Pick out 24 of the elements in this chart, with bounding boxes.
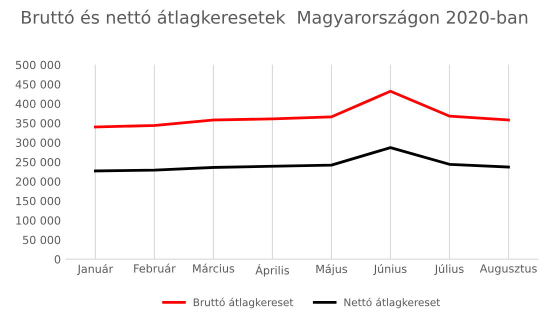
y-tick-label: 450 000 (16, 80, 60, 89)
y-tick-label: 400 000 (16, 100, 60, 108)
y-tick-label: 150 000 (16, 196, 60, 206)
x-tick-label: Január (77, 264, 114, 276)
y-tick-label: 350 000 (16, 119, 60, 128)
line-series (94, 90, 510, 128)
x-tick-label: Július (434, 264, 464, 276)
legend-label: Bruttó átlagkereset (194, 298, 294, 308)
x-tick-label: Február (134, 264, 176, 273)
chart-title: Bruttó és nettó átlagkeresetek Magyarországon 2020-ban (22, 10, 528, 28)
line-series (94, 146, 510, 172)
x-tick-label: Március (193, 264, 234, 273)
y-tick-label: 250 000 (16, 158, 60, 166)
y-tick-label: 300 000 (16, 138, 60, 147)
y-tick-label: 100 000 (16, 216, 60, 225)
y-tick-label: 0 (54, 255, 60, 264)
legend-label: Nettó átlagkereset (344, 298, 440, 308)
y-tick-label: 500 000 (16, 60, 60, 70)
y-tick-label: 50 000 (23, 236, 60, 244)
x-tick-label: Április (255, 264, 290, 277)
x-tick-label: Június (373, 264, 407, 276)
y-tick-label: 200 000 (16, 177, 60, 186)
x-tick-label: Május (316, 264, 348, 276)
x-tick-label: Augusztus (480, 264, 537, 275)
